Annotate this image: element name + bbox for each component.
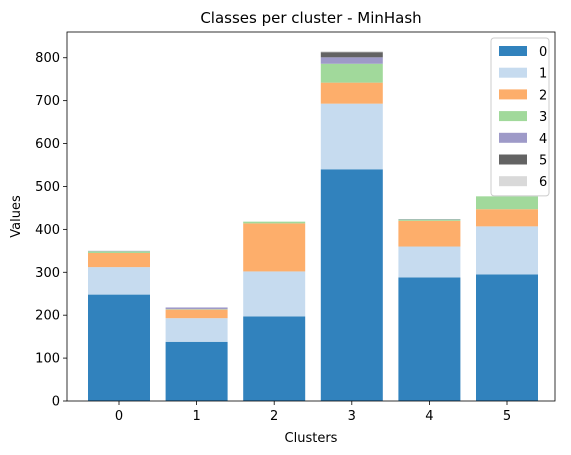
legend-swatch bbox=[499, 89, 527, 99]
x-tick-label: 0 bbox=[115, 409, 123, 424]
bar-segment-cluster-3-class-0 bbox=[321, 169, 383, 401]
legend-swatch bbox=[499, 155, 527, 165]
bar-segment-cluster-1-class-2 bbox=[166, 310, 228, 319]
bar-segment-cluster-4-class-1 bbox=[398, 247, 460, 278]
legend-label: 5 bbox=[539, 154, 547, 169]
y-tick-label: 200 bbox=[35, 309, 60, 324]
y-axis: 0 100 200 300 400 500 600 700 800 bbox=[35, 51, 67, 409]
legend: 0 1 2 3 4 5 6 bbox=[491, 38, 549, 196]
bar-segment-cluster-3-class-2 bbox=[321, 83, 383, 104]
y-tick-label: 500 bbox=[35, 180, 60, 195]
bar-segment-cluster-0-class-1 bbox=[88, 267, 150, 294]
x-tick-label: 3 bbox=[348, 409, 356, 424]
y-tick-label: 800 bbox=[35, 51, 60, 66]
bar-segment-cluster-2-class-2 bbox=[243, 223, 305, 271]
plot-area bbox=[88, 51, 538, 401]
x-tick-label: 1 bbox=[192, 409, 200, 424]
bar-segment-cluster-5-class-2 bbox=[476, 209, 538, 226]
bar-segment-cluster-1-class-0 bbox=[166, 342, 228, 401]
y-axis-label: Values bbox=[9, 195, 24, 238]
bar-segment-cluster-0-class-0 bbox=[88, 295, 150, 401]
y-tick-label: 400 bbox=[35, 223, 60, 238]
y-tick-label: 600 bbox=[35, 137, 60, 152]
legend-label: 3 bbox=[539, 110, 547, 125]
legend-swatch bbox=[499, 46, 527, 56]
bar-segment-cluster-1-class-1 bbox=[166, 318, 228, 342]
bar-segment-cluster-4-class-3 bbox=[398, 220, 460, 221]
bar-segment-cluster-1-class-4 bbox=[166, 307, 228, 309]
bar-segment-cluster-3-class-1 bbox=[321, 104, 383, 170]
bar-segment-cluster-3-class-5 bbox=[321, 52, 383, 57]
bar-segment-cluster-0-class-2 bbox=[88, 253, 150, 267]
x-axis: 0 1 2 3 4 5 bbox=[115, 401, 511, 424]
legend-label: 6 bbox=[539, 175, 547, 190]
bar-segment-cluster-4-class-0 bbox=[398, 277, 460, 401]
x-tick-label: 5 bbox=[503, 409, 511, 424]
chart-title: Classes per cluster - MinHash bbox=[200, 9, 421, 27]
y-tick-label: 100 bbox=[35, 352, 60, 367]
bar-segment-cluster-5-class-0 bbox=[476, 274, 538, 401]
legend-swatch bbox=[499, 111, 527, 121]
bar-segment-cluster-5-class-1 bbox=[476, 226, 538, 274]
bar-segment-cluster-3-class-6 bbox=[321, 51, 383, 52]
legend-swatch bbox=[499, 68, 527, 78]
x-tick-label: 2 bbox=[270, 409, 278, 424]
y-tick-label: 700 bbox=[35, 94, 60, 109]
bar-segment-cluster-2-class-3 bbox=[243, 222, 305, 224]
bar-segment-cluster-2-class-1 bbox=[243, 271, 305, 316]
bar-segment-cluster-4-class-2 bbox=[398, 221, 460, 247]
bar-segment-cluster-2-class-0 bbox=[243, 316, 305, 401]
legend-swatch bbox=[499, 133, 527, 143]
legend-label: 1 bbox=[539, 67, 547, 82]
x-tick-label: 4 bbox=[425, 409, 433, 424]
bar-segment-cluster-3-class-4 bbox=[321, 57, 383, 63]
bar-segment-cluster-0-class-3 bbox=[88, 251, 150, 253]
legend-label: 0 bbox=[539, 45, 547, 60]
bar-segment-cluster-3-class-3 bbox=[321, 64, 383, 83]
legend-label: 2 bbox=[539, 88, 547, 103]
y-tick-label: 0 bbox=[52, 395, 60, 410]
x-axis-label: Clusters bbox=[285, 431, 338, 446]
legend-swatch bbox=[499, 176, 527, 186]
y-tick-label: 300 bbox=[35, 266, 60, 281]
legend-label: 4 bbox=[539, 132, 547, 147]
bar-segment-cluster-5-class-3 bbox=[476, 196, 538, 209]
